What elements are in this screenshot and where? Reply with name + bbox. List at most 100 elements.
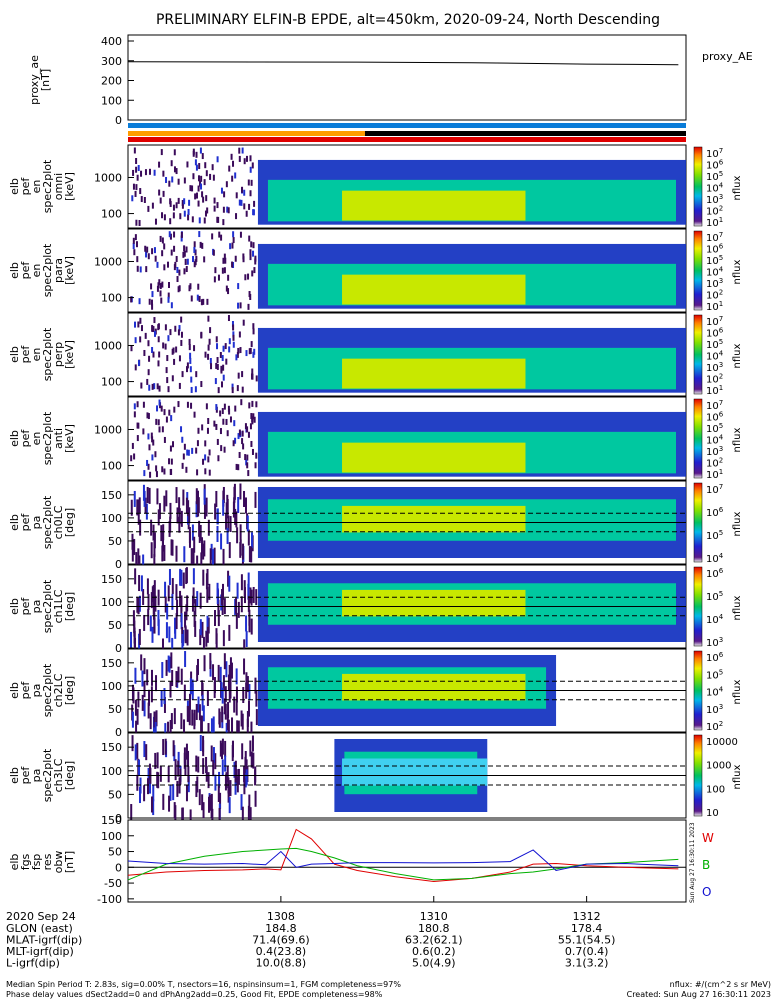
noise-mark xyxy=(231,175,234,182)
noise-mark xyxy=(204,351,207,358)
ephemeris-row-label: L-igrf(dip) xyxy=(6,957,60,970)
noise-mark xyxy=(161,281,164,288)
noise-mark xyxy=(195,371,198,378)
noise-mark xyxy=(217,387,220,394)
noise-mark xyxy=(185,466,188,473)
noise-mark xyxy=(249,166,252,173)
noise-mark xyxy=(223,267,226,274)
noise-mark xyxy=(206,586,209,603)
noise-mark xyxy=(185,497,188,514)
status-bar-orange xyxy=(128,131,365,136)
noise-mark xyxy=(234,508,237,525)
noise-mark xyxy=(232,231,235,238)
noise-mark xyxy=(175,671,178,688)
noise-mark xyxy=(130,345,133,352)
noise-mark xyxy=(231,242,234,249)
noise-mark xyxy=(200,381,203,388)
noise-mark xyxy=(157,619,160,636)
noise-mark xyxy=(143,196,146,203)
colorbar xyxy=(693,566,703,647)
noise-mark xyxy=(195,151,198,158)
noise-mark xyxy=(169,329,172,336)
noise-mark xyxy=(225,418,228,425)
footer-line1-left: Median Spin Period T: 2.83s, sig=0.00% T… xyxy=(6,980,401,989)
noise-mark xyxy=(166,355,169,362)
noise-mark xyxy=(153,711,156,728)
noise-mark xyxy=(136,742,139,759)
noise-mark xyxy=(222,418,225,425)
noise-mark xyxy=(200,552,203,569)
noise-mark xyxy=(234,255,237,262)
spectrogram-ylabel-line-5: [deg] xyxy=(63,592,76,621)
noise-mark xyxy=(153,540,156,557)
noise-mark xyxy=(195,501,198,518)
noise-mark xyxy=(255,401,258,408)
noise-mark xyxy=(206,427,209,434)
noise-mark xyxy=(224,740,227,757)
noise-mark xyxy=(218,771,221,788)
noise-mark xyxy=(199,592,202,609)
noise-mark xyxy=(228,165,231,172)
spectrogram-ylabel-line-2: en xyxy=(30,264,43,278)
noise-mark xyxy=(208,449,211,456)
spectrogram-ylabel-line-5: [keV] xyxy=(63,340,76,369)
noise-mark xyxy=(138,497,141,514)
noise-mark xyxy=(158,385,161,392)
colorbar-tick-label: 101 xyxy=(706,384,723,397)
noise-mark xyxy=(134,337,137,344)
noise-mark xyxy=(179,568,182,585)
spectrogram-ylabel-line-1: pef xyxy=(19,261,32,280)
noise-mark xyxy=(212,747,215,764)
noise-mark xyxy=(237,496,240,513)
noise-mark xyxy=(206,615,209,632)
spectrogram-ylabel-line-0: elb xyxy=(8,178,21,195)
noise-mark xyxy=(224,774,227,791)
ephemeris-value: 178.4 xyxy=(571,922,603,935)
noise-mark xyxy=(168,409,171,416)
noise-mark xyxy=(180,231,183,238)
noise-mark xyxy=(203,488,206,505)
noise-mark xyxy=(205,630,208,647)
noise-mark xyxy=(213,547,216,564)
noise-mark xyxy=(238,429,241,436)
noise-mark xyxy=(178,508,181,525)
noise-mark xyxy=(221,599,224,616)
noise-mark xyxy=(193,241,196,248)
field-legend-B: B xyxy=(702,858,710,872)
noise-mark xyxy=(208,794,211,811)
noise-mark xyxy=(221,743,224,760)
plot-title: PRELIMINARY ELFIN-B EPDE, alt=450km, 202… xyxy=(156,12,660,28)
noise-mark xyxy=(165,367,168,374)
noise-mark xyxy=(226,206,229,213)
noise-mark xyxy=(221,759,224,776)
noise-mark xyxy=(191,185,194,192)
status-bar-blue xyxy=(128,123,686,128)
noise-mark xyxy=(164,343,167,350)
colorbar-tick-label: 101 xyxy=(706,216,723,229)
noise-mark xyxy=(238,451,241,458)
noise-mark xyxy=(167,585,170,602)
noise-mark xyxy=(248,546,251,563)
noise-mark xyxy=(157,609,160,626)
noise-mark xyxy=(233,761,236,778)
noise-mark xyxy=(191,709,194,726)
noise-mark xyxy=(154,752,157,769)
noise-mark xyxy=(193,713,196,730)
colorbar-tick-label: 102 xyxy=(706,720,723,733)
noise-mark xyxy=(243,639,246,656)
noise-mark xyxy=(168,458,171,465)
noise-mark xyxy=(234,437,237,444)
noise-mark xyxy=(217,610,220,627)
noise-mark xyxy=(228,575,231,592)
ephemeris-time: 1308 xyxy=(267,910,295,923)
colorbar-label: nflux xyxy=(732,176,743,201)
noise-mark xyxy=(249,347,252,354)
noise-mark xyxy=(161,250,164,257)
proxy-ae-tick-label: 0 xyxy=(115,114,122,127)
noise-mark xyxy=(251,368,254,375)
noise-mark xyxy=(158,351,161,358)
noise-mark xyxy=(143,614,146,631)
proxy-ae-tick-label: 400 xyxy=(101,35,122,48)
noise-mark xyxy=(172,784,175,801)
noise-mark xyxy=(138,298,141,305)
